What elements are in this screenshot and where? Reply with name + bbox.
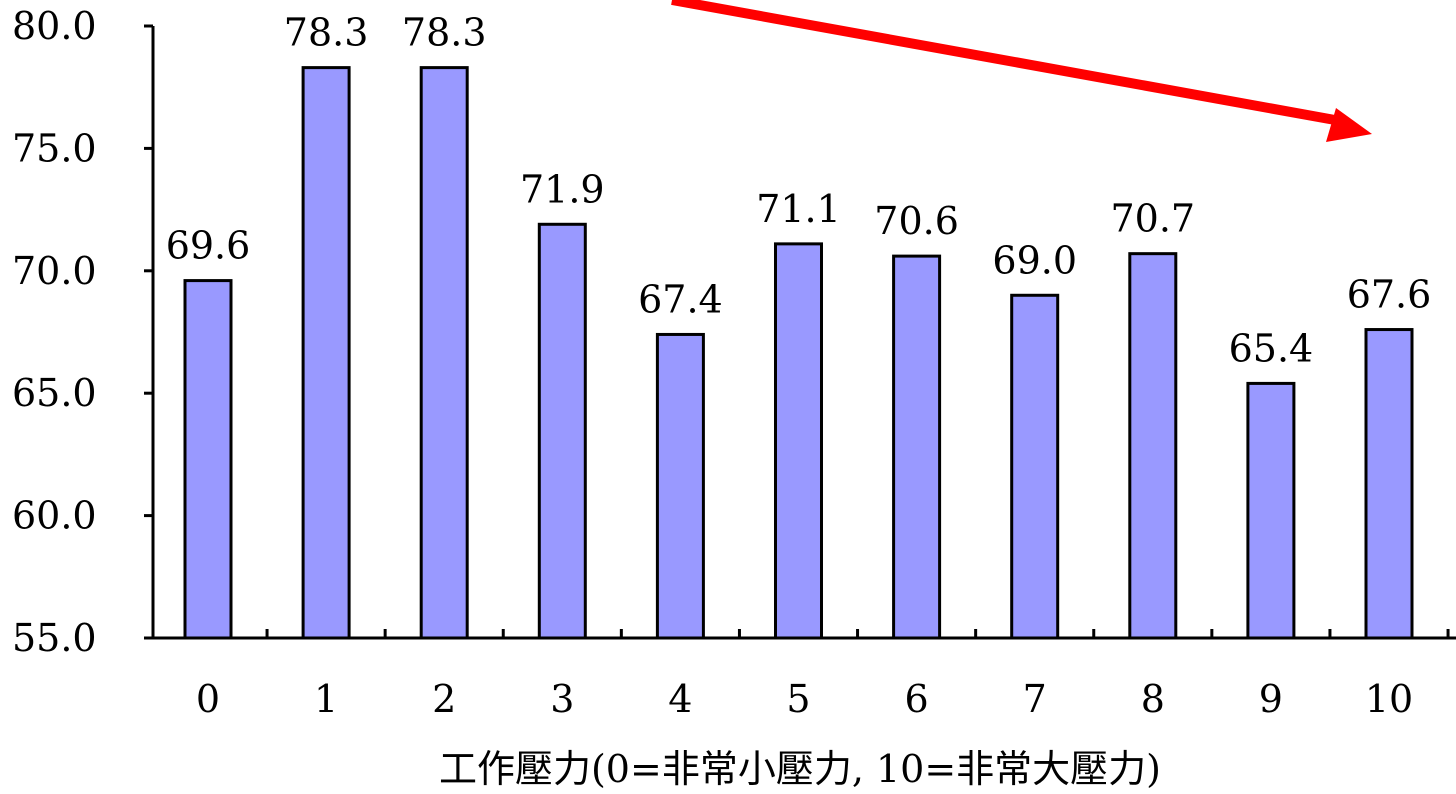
bar [655, 332, 705, 640]
bar-value-label: 67.6 [1347, 273, 1432, 317]
y-tick-label: 70.0 [12, 249, 97, 293]
bar-value-label: 69.0 [992, 238, 1077, 282]
bar-value-label: 71.9 [520, 167, 605, 211]
bar [1246, 381, 1296, 640]
bar [301, 66, 351, 640]
x-tick-label: 0 [196, 677, 220, 721]
x-tick-label: 9 [1259, 677, 1283, 721]
bar-value-label: 69.6 [166, 224, 251, 268]
bar-value-label: 70.7 [1110, 197, 1195, 241]
y-tick-label: 75.0 [12, 126, 97, 170]
bar-value-label: 67.4 [638, 277, 723, 321]
bar-value-label: 71.1 [756, 187, 841, 231]
data-labels: 69.6 78.3 78.3 71.9 67.4 71.1 70.6 69.0 70.7 65.4… [166, 11, 1432, 371]
bar [892, 254, 942, 640]
y-tick-label: 80.0 [12, 4, 97, 48]
x-tick-label: 3 [550, 677, 574, 721]
x-tick-label: 7 [1023, 677, 1047, 721]
bar [183, 279, 233, 640]
x-tick-label: 6 [905, 677, 929, 721]
trend-arrow-shaft [671, 0, 1336, 125]
y-tick-label: 60.0 [12, 494, 97, 538]
bar [1010, 293, 1060, 640]
y-axis-ticks: 55.0 60.0 65.0 70.0 75.0 80.0 [12, 4, 153, 660]
bar-value-label: 78.3 [402, 11, 487, 55]
x-tick-label: 5 [786, 677, 810, 721]
x-tick-label: 4 [668, 677, 692, 721]
x-tick-label: 1 [314, 677, 338, 721]
x-tick-label: 8 [1141, 677, 1165, 721]
bar-value-label: 65.4 [1229, 326, 1314, 370]
trend-arrow [671, 0, 1372, 142]
y-tick-label: 55.0 [12, 616, 97, 660]
x-axis-title: 工作壓力(0=非常小壓力, 10=非常大壓力) [439, 747, 1161, 789]
trend-arrow-head [1326, 108, 1372, 142]
x-tick-label: 2 [432, 677, 456, 721]
x-tick-label: 10 [1365, 677, 1413, 721]
y-tick-label: 65.0 [12, 371, 97, 415]
bar [419, 66, 469, 640]
bar [774, 242, 823, 640]
bar-value-label: 70.6 [874, 199, 959, 243]
bar-value-label: 78.3 [284, 11, 369, 55]
bar [1128, 252, 1178, 640]
x-axis-ticks: 0 1 2 3 4 5 6 7 8 9 10 [196, 629, 1450, 721]
bar [537, 222, 587, 640]
bar [1364, 328, 1414, 640]
bars [183, 66, 1414, 640]
